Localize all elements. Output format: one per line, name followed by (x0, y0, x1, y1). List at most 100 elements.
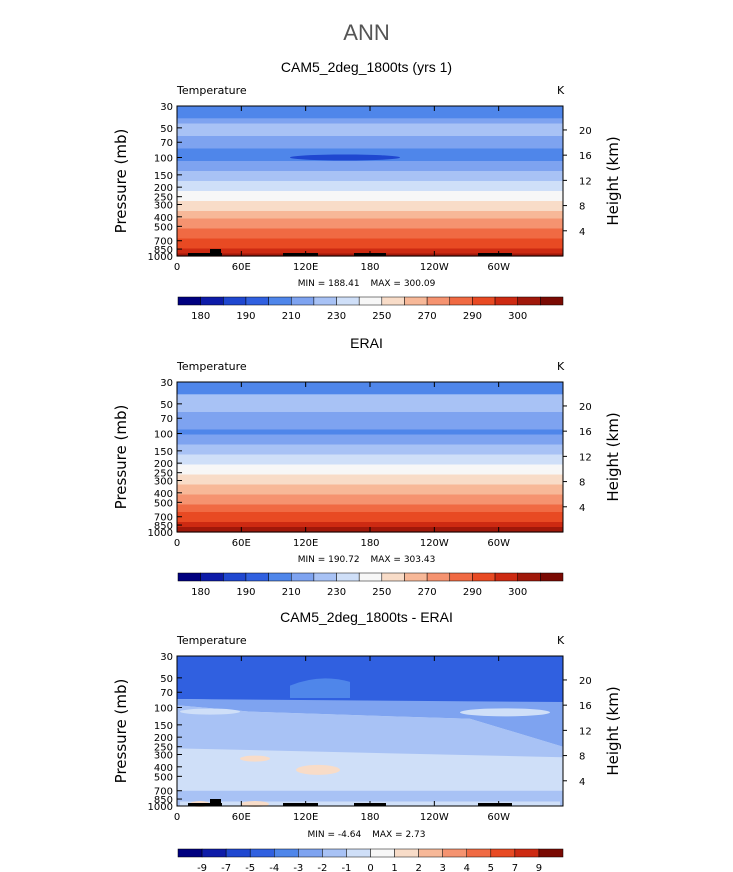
contour-band (177, 143, 563, 147)
contour-band (290, 678, 350, 698)
contour-band (177, 226, 563, 230)
y-axis-title: Pressure (mb) (112, 405, 130, 510)
colorbar-swatch (540, 296, 564, 306)
contour-band (177, 442, 563, 446)
y-tick-label: 300 (154, 750, 173, 761)
colorbar-label: -9 (197, 863, 207, 872)
contour-band (177, 524, 563, 528)
panel-model: CAM5_2deg_1800ts (yrs 1) Temperature K 30 5… (0, 58, 733, 320)
contour-band (177, 211, 563, 215)
colorbar-label: 9 (536, 863, 542, 872)
y-right-tick-label: 4 (579, 777, 585, 788)
colorbar-swatch (290, 296, 315, 306)
contour-band (177, 216, 563, 220)
y-tick-label: 400 (154, 213, 173, 224)
contour-band (177, 394, 563, 398)
y-tick-label: 30 (160, 102, 173, 113)
y-tick-label: 200 (154, 183, 173, 194)
y-tick-label: 70 (160, 688, 173, 699)
colorbar-label: -1 (341, 863, 351, 872)
contour-band (177, 457, 563, 461)
colorbar-swatch (370, 848, 395, 858)
contour-band (177, 208, 563, 212)
colorbar-swatch (313, 572, 337, 582)
y-tick-label: 70 (160, 414, 173, 425)
max-label: MAX = 303.43 (370, 555, 436, 565)
colorbar-label: 300 (508, 311, 527, 320)
contour-band (177, 131, 563, 135)
contour-band (177, 136, 563, 140)
y-tick-label: 1000 (148, 802, 173, 813)
contour-band (177, 407, 563, 411)
colorbar-swatch (494, 572, 518, 582)
x-tick-label: 60W (487, 538, 510, 549)
x-tick-label: 60E (232, 262, 251, 273)
contour-band (177, 434, 563, 438)
colorbar-label: 3 (440, 863, 446, 872)
y-tick-label: 30 (160, 378, 173, 389)
y-right-tick-label: 4 (579, 227, 585, 238)
x-tick-label: 120W (420, 262, 449, 273)
x-tick-label: 120W (420, 538, 449, 549)
contour-band (177, 492, 563, 496)
contour-band (177, 422, 563, 426)
colorbar-swatch (200, 296, 224, 306)
colorbar-label: 250 (372, 311, 391, 320)
contour-band (177, 417, 563, 421)
contour-band (177, 487, 563, 491)
contour-band (177, 238, 563, 242)
y-tick-label: 500 (154, 498, 173, 509)
colorbar-label: 0 (367, 863, 373, 872)
contour-band (177, 168, 563, 172)
contour-band (177, 138, 563, 142)
colorbar-swatch (540, 572, 564, 582)
contour-blob (240, 755, 270, 762)
y-right-tick-label: 20 (579, 402, 592, 413)
y-right-tick-label: 20 (579, 676, 592, 687)
colorbar-swatch (245, 296, 269, 306)
contour-band (177, 193, 563, 197)
plot-erai: Temperature K3050701001502002503004005007… (112, 360, 622, 596)
colorbar-swatch (517, 296, 541, 306)
contour-band (177, 414, 563, 418)
contour-band (177, 472, 563, 476)
contour-band (177, 499, 563, 503)
y-right-tick-label: 4 (579, 503, 585, 514)
contour-band (177, 482, 563, 486)
left-label: Temperature (176, 634, 247, 647)
colorbar-swatch (223, 572, 247, 582)
colorbar-swatch (177, 296, 201, 306)
contour-band (177, 183, 563, 187)
contour-band (177, 447, 563, 451)
topography (478, 253, 512, 256)
topography (283, 253, 318, 256)
contour-band (177, 176, 563, 180)
contour-band (177, 429, 563, 433)
contour-band (177, 106, 563, 119)
y-right-tick-label: 8 (579, 478, 585, 489)
contour-band (177, 166, 563, 170)
contour-band (177, 161, 563, 165)
colorbar-swatch (449, 296, 473, 306)
colorbar-swatch (538, 848, 564, 858)
contour-band (177, 404, 563, 408)
colorbar-label: 250 (372, 587, 391, 596)
contour-band (177, 231, 563, 235)
y-tick-label: 200 (154, 733, 173, 744)
colorbar-label: 1 (391, 863, 397, 872)
colorbar-swatch (394, 848, 419, 858)
colorbar-swatch (381, 572, 405, 582)
y-tick-label: 250 (154, 193, 173, 204)
units-label: K (557, 360, 565, 373)
colorbar-swatch (336, 572, 360, 582)
x-tick-label: 120W (420, 812, 449, 823)
colorbar-label: 190 (236, 587, 255, 596)
colorbar-swatch (426, 296, 451, 306)
colorbar-label: 270 (418, 311, 437, 320)
y-tick-label: 50 (160, 400, 173, 411)
contour-band (177, 188, 563, 192)
contour-band (177, 459, 563, 463)
max-label: MAX = 300.09 (370, 279, 436, 289)
colorbar-swatch (517, 572, 541, 582)
contour-band (177, 462, 563, 466)
